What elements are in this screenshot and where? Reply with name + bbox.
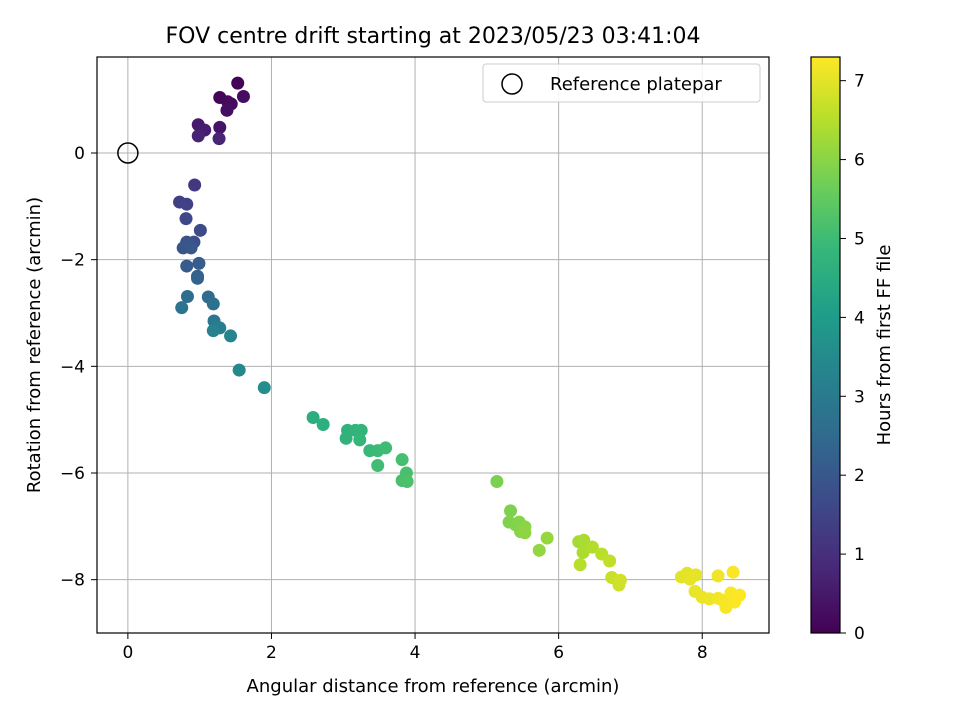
- data-point: [213, 120, 227, 134]
- chart-title: FOV centre drift starting at 2023/05/23 …: [166, 24, 701, 49]
- data-point: [220, 103, 234, 117]
- x-tick-label: 2: [266, 643, 277, 663]
- data-point: [257, 381, 271, 395]
- data-point: [585, 540, 599, 554]
- data-point: [206, 297, 220, 311]
- data-point: [354, 423, 368, 437]
- y-tick-label: −6: [60, 464, 85, 484]
- data-point: [180, 259, 194, 273]
- colorbar-tick-label: 6: [854, 151, 865, 171]
- colorbar-gradient: [811, 57, 840, 633]
- data-point: [191, 271, 205, 285]
- colorbar-tick-label: 2: [854, 466, 865, 486]
- data-point: [224, 329, 238, 343]
- reference-marker-layer: [117, 142, 139, 164]
- data-point: [371, 459, 385, 473]
- x-tick-label: 4: [410, 643, 421, 663]
- data-point: [339, 431, 353, 445]
- legend-box: [482, 63, 761, 103]
- x-tick-label: 8: [697, 643, 708, 663]
- y-axis-label: Rotation from reference (arcmin): [24, 197, 45, 493]
- data-point: [504, 504, 518, 518]
- data-point: [573, 558, 587, 572]
- data-point: [353, 433, 367, 447]
- data-point: [395, 453, 409, 467]
- data-point: [316, 417, 330, 431]
- y-tick-labels: 0 −2 −4 −6 −8: [60, 144, 97, 591]
- data-point: [540, 531, 554, 545]
- colorbar-label: Hours from first FF file: [874, 245, 895, 446]
- colorbar-tick-label: 5: [854, 229, 865, 249]
- data-point: [490, 475, 504, 489]
- data-point: [179, 212, 193, 226]
- colorbar-tick-label: 1: [854, 545, 865, 565]
- grid-lines: [97, 57, 769, 633]
- legend: Reference platepar: [482, 63, 761, 103]
- x-tick-label: 0: [122, 643, 133, 663]
- data-point: [613, 573, 627, 587]
- colorbar-tick-label: 4: [854, 308, 865, 328]
- y-tick-label: −2: [60, 251, 85, 271]
- data-point: [532, 543, 546, 557]
- data-point: [192, 256, 206, 270]
- data-point: [180, 289, 194, 303]
- colorbar-tick-label: 0: [854, 624, 865, 644]
- data-point: [212, 132, 226, 146]
- data-point: [711, 569, 725, 583]
- data-point: [231, 76, 245, 90]
- data-point: [184, 241, 198, 255]
- data-point: [206, 324, 220, 338]
- plot-frame: [96, 56, 770, 634]
- data-point: [232, 363, 246, 377]
- data-points: [173, 76, 747, 614]
- colorbar-tick-label: 3: [854, 387, 865, 407]
- legend-reference-marker: [501, 73, 523, 95]
- x-axis-label: Angular distance from reference (arcmin): [247, 676, 620, 697]
- data-point: [726, 565, 740, 579]
- data-point: [689, 568, 703, 582]
- data-point: [191, 129, 205, 143]
- y-tick-label: −8: [60, 571, 85, 591]
- data-point: [400, 475, 414, 489]
- data-point: [603, 554, 617, 568]
- data-point: [577, 533, 591, 547]
- data-point: [236, 89, 250, 103]
- colorbar: 0 1 2 3 4 5 6 7 Hours from first FF file: [810, 56, 895, 644]
- data-point: [180, 197, 194, 211]
- y-tick-label: −4: [60, 357, 85, 377]
- data-point: [306, 411, 320, 425]
- colorbar-tick-labels: 0 1 2 3 4 5 6 7: [840, 72, 865, 644]
- data-point: [193, 223, 207, 237]
- data-point: [733, 588, 747, 602]
- data-point: [518, 526, 532, 540]
- y-tick-label: 0: [74, 144, 85, 164]
- reference-platepar-marker: [117, 142, 139, 164]
- x-tick-labels: 0 2 4 6 8: [122, 633, 708, 663]
- x-tick-label: 6: [553, 643, 564, 663]
- data-point: [188, 178, 202, 192]
- colorbar-frame: [810, 56, 841, 634]
- data-point: [379, 441, 393, 455]
- data-point: [175, 301, 189, 315]
- legend-entry-reference: Reference platepar: [550, 74, 722, 95]
- colorbar-tick-label: 7: [854, 72, 865, 92]
